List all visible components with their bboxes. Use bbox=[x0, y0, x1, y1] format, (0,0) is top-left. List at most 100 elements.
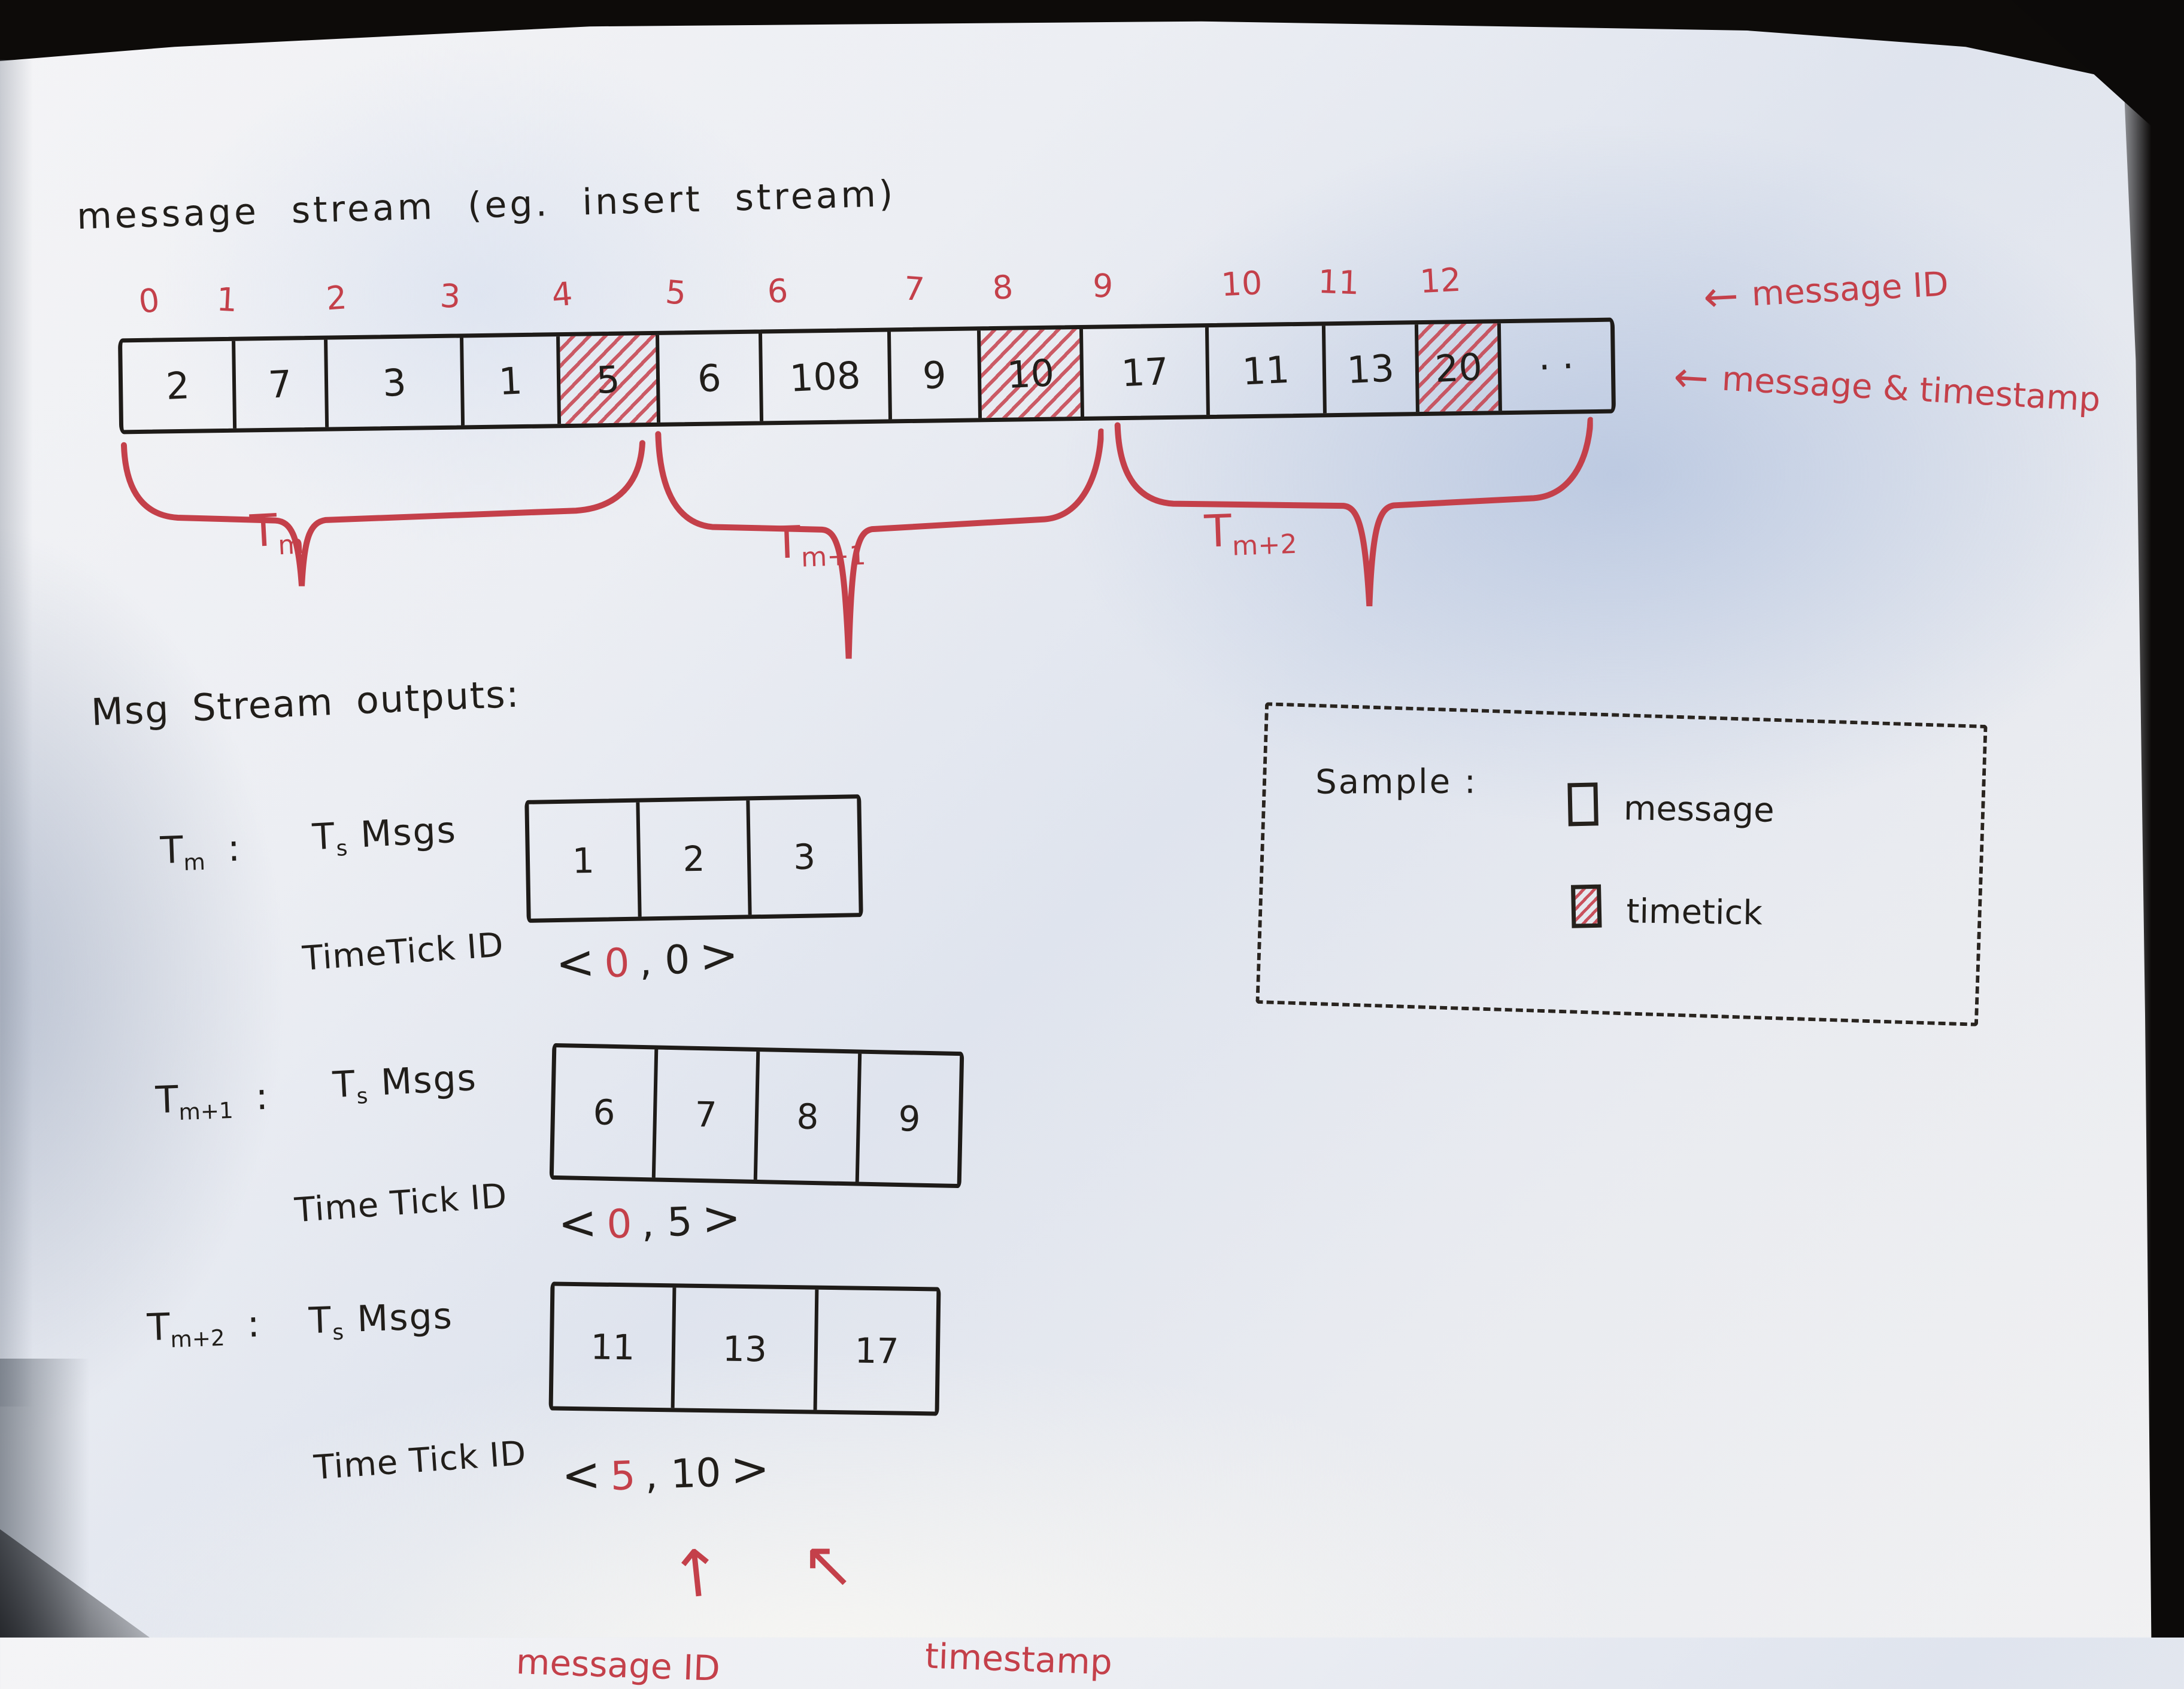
msg-cell-value: 7 bbox=[694, 1093, 718, 1135]
stream-cell: 7 bbox=[235, 339, 329, 429]
photo-right-shadow bbox=[2120, 0, 2184, 1638]
photo-left-shadow bbox=[0, 60, 33, 1407]
up-arrow-icon: ↑ bbox=[665, 1534, 727, 1615]
stream-cell: 108 bbox=[762, 332, 893, 421]
legend-message-label: message bbox=[1623, 789, 1775, 830]
msg-cell: 11 bbox=[553, 1286, 677, 1408]
window-label-tm: Tm bbox=[248, 505, 305, 561]
stream-index: 11 bbox=[1317, 262, 1360, 302]
stream-cell-value: 1 bbox=[498, 358, 524, 403]
tuple-message-id: 5 bbox=[609, 1452, 636, 1500]
stream-cell: 3 bbox=[327, 338, 465, 427]
message-id-row-text: message ID bbox=[1751, 265, 1950, 314]
stream-cell: 17 bbox=[1083, 327, 1211, 417]
msg-cell: 17 bbox=[817, 1290, 937, 1412]
msg-cell-value: 8 bbox=[796, 1096, 820, 1138]
message-timestamp-row-label: ← message & timestamp bbox=[1672, 352, 2101, 425]
msg-cell-value: 3 bbox=[793, 836, 816, 877]
row-tm1-timetick-label: Time Tick ID bbox=[293, 1176, 509, 1231]
tuple-message-id: 0 bbox=[603, 939, 631, 987]
tuple-timestamp: 0 bbox=[663, 936, 691, 984]
stream-index: 5 bbox=[664, 273, 688, 312]
outputs-heading: Msg Stream outputs: bbox=[90, 672, 521, 734]
msg-cell: 13 bbox=[674, 1287, 819, 1410]
stream-index: 10 bbox=[1220, 263, 1263, 304]
window-brace-tm1 bbox=[655, 428, 1105, 659]
row-tm1-tsmsgs-label: Ts Msgs bbox=[332, 1056, 478, 1109]
stream-cell: 9 bbox=[891, 330, 982, 420]
stream-index: 0 bbox=[136, 281, 162, 321]
msg-cell-value: 9 bbox=[897, 1098, 921, 1140]
stream-index: 1 bbox=[216, 280, 238, 320]
up-left-arrow-icon: ↖ bbox=[801, 1527, 856, 1602]
msg-cell-value: 11 bbox=[590, 1326, 635, 1368]
stream-cell: 11 bbox=[1209, 326, 1327, 415]
stream-index: 4 bbox=[550, 275, 574, 314]
stream-cell-value: 3 bbox=[381, 360, 408, 405]
stream-cell: 2 bbox=[122, 341, 236, 430]
stream-cell: 1 bbox=[463, 336, 561, 426]
msg-cell: 6 bbox=[553, 1047, 659, 1178]
stream-cell-value: 6 bbox=[696, 356, 723, 401]
message-timestamp-row-text: message & timestamp bbox=[1721, 359, 2101, 420]
window-label-tm2: Tm+2 bbox=[1203, 505, 1298, 562]
stream-cell-value: 13 bbox=[1345, 345, 1396, 392]
stream-index: 12 bbox=[1419, 260, 1462, 301]
window-brace-tm bbox=[120, 440, 645, 587]
stream-cell-value: 20 bbox=[1433, 344, 1484, 391]
stream-index: 2 bbox=[324, 278, 348, 318]
stream-cell: 10 bbox=[980, 329, 1085, 418]
stream-cell-value: 5 bbox=[595, 357, 621, 402]
msg-cell: 3 bbox=[750, 798, 859, 915]
row-tm-label: Tm: bbox=[159, 825, 241, 876]
stream-cell-value: 10 bbox=[1006, 350, 1055, 397]
stream-cell-value: 2 bbox=[164, 363, 190, 408]
left-arrow-icon: ← bbox=[1702, 271, 1740, 322]
stream-index: 3 bbox=[439, 277, 462, 316]
stream-cell-value: 11 bbox=[1241, 347, 1291, 394]
row-tm1-msgs-box: 6 7 8 9 bbox=[549, 1043, 964, 1189]
tuple-timestamp: 10 bbox=[670, 1449, 722, 1497]
stream-cell: 13 bbox=[1325, 324, 1419, 414]
msg-cell-value: 1 bbox=[572, 840, 595, 882]
msg-cell: 2 bbox=[639, 800, 752, 917]
window-label-tm1: Tm+1 bbox=[772, 517, 867, 573]
left-arrow-icon: ← bbox=[1672, 352, 1710, 403]
tuple-message-id: 0 bbox=[606, 1201, 633, 1248]
msg-cell: 1 bbox=[529, 802, 642, 919]
photo-top-shadow bbox=[0, 0, 2184, 94]
stream-cell-value: 17 bbox=[1120, 349, 1170, 395]
message-id-annotation: message ID bbox=[515, 1641, 721, 1689]
window-brace-tm2 bbox=[1114, 417, 1594, 607]
stream-cell-value: 108 bbox=[788, 353, 862, 400]
row-tm2-msgs-box: 11 13 17 bbox=[548, 1281, 941, 1416]
stream-cell-value: · · bbox=[1537, 344, 1575, 389]
row-tm-tsmsgs-label: Ts Msgs bbox=[311, 809, 458, 861]
msg-cell: 7 bbox=[655, 1049, 760, 1180]
stream-cell-value: 9 bbox=[921, 353, 948, 397]
stream-index: 7 bbox=[902, 269, 926, 309]
row-tm2-tsmsgs-label: Ts Msgs bbox=[308, 1295, 454, 1345]
msg-cell-value: 2 bbox=[682, 838, 706, 879]
msg-cell: 8 bbox=[757, 1052, 862, 1182]
stream-cell: 5 bbox=[559, 335, 661, 424]
row-tm-timetick-tuple: <0, 0 > bbox=[554, 928, 740, 991]
msg-cell-value: 6 bbox=[592, 1092, 616, 1134]
stream-index: 8 bbox=[991, 268, 1015, 308]
stream-index: 9 bbox=[1091, 266, 1114, 306]
timestamp-annotation: timestamp bbox=[924, 1635, 1113, 1683]
stream-cell: · · bbox=[1501, 322, 1612, 411]
legend-box: Sample : message timetick bbox=[1255, 702, 1988, 1026]
row-tm-msgs-box: 1 2 3 bbox=[524, 794, 863, 923]
page-title: message stream (eg. insert stream) bbox=[76, 172, 897, 238]
tuple-timestamp: 5 bbox=[666, 1198, 693, 1246]
legend-timetick-label: timetick bbox=[1626, 892, 1763, 933]
row-tm1-label: Tm+1: bbox=[154, 1074, 269, 1125]
row-tm1-timetick-tuple: <0, 5 > bbox=[557, 1190, 742, 1251]
stream-cell: 6 bbox=[659, 333, 763, 423]
row-tm2-timetick-tuple: <5, 10 > bbox=[560, 1441, 771, 1503]
stream-index: 6 bbox=[766, 272, 789, 311]
row-tm-timetick-label: TimeTick ID bbox=[301, 925, 505, 979]
msg-cell-value: 17 bbox=[854, 1330, 899, 1372]
